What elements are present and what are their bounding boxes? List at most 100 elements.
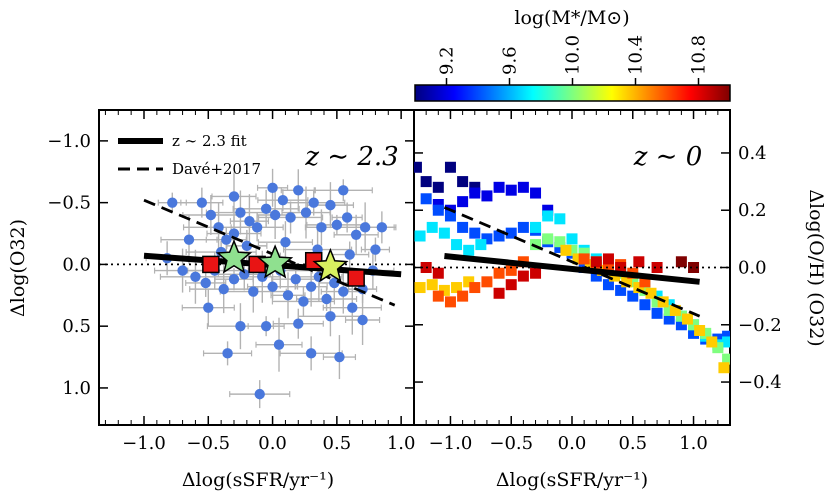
stacked-bin-square	[542, 204, 554, 216]
stacked-bin-square	[578, 253, 590, 265]
stacked-bin-square	[590, 256, 602, 268]
stacked-bin-square	[621, 276, 633, 288]
data-point	[370, 244, 381, 255]
data-point	[203, 302, 214, 313]
data-point	[267, 281, 278, 292]
data-point	[341, 212, 353, 223]
stacked-bin-square	[420, 193, 432, 205]
stacked-bin-square	[566, 244, 578, 256]
stacked-bin-square	[663, 299, 675, 311]
data-point	[273, 339, 285, 350]
x-tick-label: 0.5	[323, 433, 352, 454]
stacked-bin-square	[493, 267, 505, 279]
data-point	[235, 207, 246, 218]
data-point	[222, 348, 233, 359]
data-point	[257, 271, 268, 282]
stacked-bin-square	[651, 262, 663, 273]
data-point	[293, 185, 304, 196]
legend-dave-label: Davé+2017	[172, 160, 261, 178]
stacked-bin-square	[566, 233, 578, 245]
legend: z ∼ 2.3 fit Davé+2017	[118, 132, 261, 178]
colorbar-gradient	[414, 84, 731, 102]
left-binned-markers	[202, 239, 365, 287]
stacked-bin-square	[451, 282, 463, 294]
x-tick-label: −0.5	[489, 433, 533, 454]
stacked-bin-square	[694, 325, 706, 336]
stacked-bin-square	[542, 233, 554, 245]
stacked-bin-square	[481, 190, 493, 202]
data-point	[239, 269, 250, 280]
colorbar-tick-label: 10.8	[689, 35, 710, 75]
data-point	[235, 320, 246, 332]
stacked-bin-square	[505, 184, 517, 196]
y-tick-label: −0.2	[738, 315, 782, 336]
stacked-bin-square	[602, 279, 614, 291]
stacked-bin-square	[414, 282, 426, 294]
stacked-bin-square	[463, 276, 475, 288]
stacked-bin-square	[505, 279, 517, 291]
stacked-bin-square	[627, 276, 639, 288]
stacked-bin-square	[457, 221, 469, 233]
stacked-bin-square	[722, 336, 730, 348]
stacked-bin-square	[554, 213, 566, 225]
dave-2017-line	[443, 206, 701, 318]
y-tick-label: 1.0	[62, 378, 91, 399]
data-point	[205, 209, 217, 221]
stacked-bin-square	[530, 187, 542, 199]
y-tick-label: 0.5	[62, 316, 91, 337]
stacked-bin-square	[481, 233, 493, 245]
binned-square	[347, 269, 365, 287]
right-lines	[414, 206, 730, 318]
data-point	[248, 286, 259, 297]
stacked-bin-square	[432, 199, 444, 210]
stacked-bin-square	[469, 282, 481, 294]
left-panel: −1.0 −0.5 0.0 0.5 1.0 −1.0 −0.5 0.0 0.5 1.0 z ∼ 2…	[7, 109, 416, 491]
right-panel-tag: z ∼ 0	[633, 142, 703, 172]
data-point	[305, 348, 317, 359]
data-point	[290, 274, 301, 285]
data-point	[293, 318, 304, 329]
stacked-bin-square	[560, 244, 572, 256]
stacked-bin-square	[420, 176, 432, 188]
binned-square	[202, 255, 220, 274]
stacked-bin-square	[651, 290, 663, 302]
data-point	[280, 236, 291, 248]
y-tick-label: −0.4	[738, 372, 782, 393]
stacked-bin-square	[681, 313, 693, 325]
colorbar-tick-label: 10.0	[563, 35, 584, 75]
stacked-bin-square	[675, 319, 687, 331]
stacked-bin-square	[615, 284, 627, 296]
stacked-bin-square	[463, 244, 475, 256]
right-y-axis-label: Δlog(O/H) (O32)	[805, 189, 827, 346]
stacked-bin-square	[700, 327, 712, 339]
stacked-bin-square	[432, 181, 444, 193]
colorbar: log(M*/M⊙) 9.2 9.6 10.0 10.4 10.8	[414, 7, 731, 102]
stacked-bin-square	[469, 181, 481, 193]
stacked-bin-square	[615, 262, 627, 273]
stacked-bin-square	[554, 241, 566, 253]
stacked-bin-square	[675, 310, 687, 322]
stacked-bin-square	[438, 227, 450, 239]
data-point	[167, 197, 178, 208]
data-point	[190, 271, 201, 282]
stacked-bin-square	[517, 221, 529, 233]
left-data-points	[161, 182, 388, 400]
stacked-bin-square	[688, 319, 700, 331]
x-tick-label: 1.0	[387, 433, 416, 454]
data-point	[325, 199, 336, 211]
data-point	[177, 265, 188, 276]
data-point	[251, 222, 263, 233]
stacked-bin-square	[718, 362, 730, 374]
stacked-bin-square	[475, 239, 487, 251]
stacked-bin-square	[633, 256, 645, 268]
stacked-bin-square	[578, 247, 590, 259]
data-point	[338, 185, 349, 196]
stacked-bin-square	[414, 161, 422, 173]
y-tick-label: 0.4	[738, 143, 767, 164]
stacked-bin-square	[675, 256, 687, 268]
stacked-bin-square	[530, 239, 542, 251]
y-tick-label: 0.0	[738, 258, 767, 279]
x-tick-label: −0.5	[186, 433, 230, 454]
x-tick-label: −1.0	[122, 433, 166, 454]
